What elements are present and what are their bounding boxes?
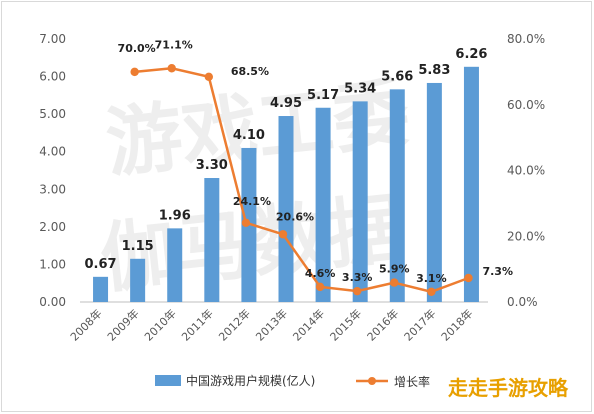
bar — [204, 178, 220, 302]
y-left-tick-label: 4.00 — [39, 145, 66, 159]
bar — [389, 89, 405, 303]
line-value-label: 68.5% — [231, 65, 269, 78]
x-tick-label: 2017年 — [401, 306, 438, 343]
legend-bar-swatch — [155, 375, 181, 386]
x-tick-label: 2014年 — [290, 306, 327, 343]
line-value-label: 3.1% — [416, 272, 447, 285]
line-value-label: 24.1% — [233, 195, 271, 208]
y-left-tick-label: 1.00 — [39, 257, 66, 271]
x-tick-label: 2013年 — [253, 306, 290, 343]
growth-point — [130, 67, 139, 77]
bar-value-label: 5.66 — [381, 69, 413, 84]
y-left-tick-label: 6.00 — [39, 70, 66, 84]
bar — [278, 116, 294, 303]
bar-value-label: 4.95 — [270, 96, 302, 111]
y-left-tick-label: 0.00 — [39, 295, 66, 309]
line-value-label: 71.1% — [155, 38, 193, 51]
legend-line-marker — [368, 377, 376, 385]
bars — [93, 66, 479, 303]
growth-line-path — [134, 66, 469, 294]
y-left-tick-label: 7.00 — [39, 32, 66, 46]
growth-point — [464, 273, 473, 283]
growth-point — [167, 64, 176, 73]
x-tick-label: 2015年 — [327, 306, 364, 343]
growth-point — [352, 286, 362, 296]
line-value-label: 4.6% — [305, 267, 336, 280]
line-value-label: 5.9% — [379, 263, 410, 276]
x-tick-label: 2008年 — [67, 306, 104, 343]
legend: 中国游戏用户规模(亿人) 增长率 — [155, 373, 430, 389]
x-tick-label: 2018年 — [438, 306, 475, 343]
brand-watermark: 走走手游攻略 — [448, 376, 569, 400]
bar — [130, 258, 146, 302]
x-tick-label: 2011年 — [178, 306, 215, 343]
growth-point — [390, 278, 399, 287]
growth-point — [204, 72, 214, 82]
bar — [167, 228, 183, 302]
y-right-tick-label: 0.0% — [507, 295, 538, 309]
bar — [93, 276, 109, 302]
legend-line-label: 增长率 — [394, 374, 430, 389]
line-value-label: 7.3% — [482, 265, 513, 278]
y-left-tick-label: 5.00 — [39, 107, 66, 121]
bar-value-label: 6.26 — [455, 47, 487, 62]
bar — [426, 82, 442, 302]
bar-value-label: 5.34 — [344, 81, 376, 96]
bar-value-label: 1.15 — [122, 239, 154, 254]
y-right-tick-label: 60.0% — [507, 98, 545, 112]
growth-line — [130, 64, 473, 297]
growth-point — [241, 218, 251, 227]
bar-value-label: 5.17 — [307, 88, 339, 103]
bar-value-label: 0.67 — [85, 257, 117, 272]
bar-value-label: 4.10 — [233, 128, 265, 143]
line-value-label: 20.6% — [276, 210, 314, 223]
growth-point — [278, 230, 288, 239]
bar — [463, 66, 479, 302]
line-value-label: 70.0% — [118, 42, 156, 55]
x-tick-label: 2016年 — [364, 306, 401, 343]
bar-value-label: 5.83 — [418, 63, 450, 78]
legend-bar-label: 中国游戏用户规模(亿人) — [186, 373, 315, 388]
bar-value-label: 3.30 — [196, 158, 228, 173]
bar-value-label: 1.96 — [159, 208, 191, 223]
y-left-tick-label: 3.00 — [39, 182, 66, 196]
bar — [315, 107, 331, 303]
growth-point — [427, 287, 436, 297]
data-labels: 0.67 1.15 1.96 3.30 4.10 4.95 5.17 5.34 5.66 5.83… — [85, 38, 513, 285]
x-tick-label: 2010年 — [141, 306, 178, 343]
y-left-tick-label: 2.00 — [39, 220, 66, 234]
line-value-label: 3.3% — [342, 271, 373, 284]
bar — [352, 101, 368, 303]
x-tick-label: 2012年 — [216, 306, 253, 343]
growth-point — [315, 282, 325, 292]
y-right-tick-label: 40.0% — [507, 164, 545, 178]
y-right-tick-label: 80.0% — [507, 32, 545, 46]
y-right-tick-label: 20.0% — [507, 229, 545, 243]
x-tick-label: 2009年 — [104, 306, 141, 343]
